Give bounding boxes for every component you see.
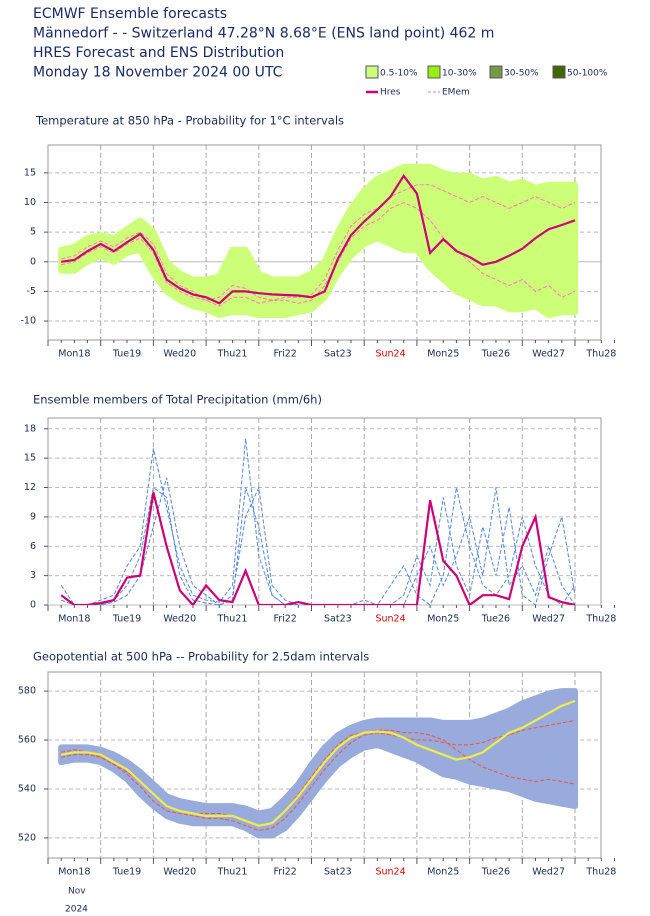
x-tick-label: Thu28 [585,614,616,625]
x-tick-label: Sat23 [324,867,352,878]
header-line: Männedorf - - Switzerland 47.28°N 8.68°E… [33,26,494,42]
legend-swatch [489,65,503,79]
hres-line [61,173,576,305]
x-tick-label: Thu21 [216,349,247,360]
x-tick-label: Tue26 [481,614,510,625]
header-line: ECMWF Ensemble forecasts [33,6,227,22]
y-tick-label: 580 [18,686,36,697]
plot-area [58,688,578,839]
date-note: Nov [68,887,86,897]
ensemble-member [61,201,576,307]
y-tick-label: 12 [24,482,36,493]
y-tick-label: 9 [30,511,36,522]
y-tick-label: -10 [20,316,36,327]
y-tick-label: 560 [18,735,36,746]
x-tick-label: Sun24 [375,867,405,878]
x-tick-label: Fri22 [273,614,296,625]
probability-band [58,163,578,319]
x-tick-label: Wed27 [532,349,565,360]
x-tick-label: Fri22 [273,867,296,878]
hres-line [60,492,576,605]
y-tick-label: -5 [27,286,36,297]
x-tick-label: Tue19 [112,867,141,878]
y-tick-label: 15 [24,167,36,178]
legend-label: 30-50% [504,69,539,79]
x-tick-label: Wed20 [163,867,196,878]
x-tick-label: Tue19 [112,614,141,625]
x-tick-label: Wed20 [163,349,196,360]
x-tick-label: Sat23 [324,349,352,360]
ensemble-member [60,486,576,605]
y-tick-label: 0 [30,600,36,611]
header-line: Monday 18 November 2024 00 UTC [33,65,283,81]
date-note: 2024 [65,905,88,915]
x-tick-label: Tue26 [481,867,510,878]
ensemble-member [61,477,576,605]
plot-area [60,438,576,605]
x-tick-label: Sat23 [324,614,352,625]
x-tick-label: Wed20 [163,614,196,625]
x-tick-label: Thu21 [216,614,247,625]
legend-swatch [427,65,441,79]
legend-label: 0.5-10% [380,69,418,79]
chart-title: Temperature at 850 hPa - Probability for… [35,114,344,128]
x-tick-label: Mon18 [58,867,90,878]
legend-label: 10-30% [442,69,477,79]
x-tick-label: Thu28 [585,349,616,360]
legend-label: 50-100% [567,69,608,79]
x-tick-label: Wed27 [532,867,565,878]
x-tick-label: Fri22 [273,349,296,360]
x-tick-label: Mon25 [427,349,459,360]
legend-swatch [365,65,379,79]
y-tick-label: 520 [18,832,36,843]
y-tick-label: 5 [30,227,36,238]
ensemble-member [61,720,576,832]
y-tick-label: 3 [30,570,36,581]
x-tick-label: Wed27 [532,614,565,625]
ensemble-member [60,438,576,605]
x-tick-label: Thu21 [216,867,247,878]
x-tick-label: Tue19 [112,349,141,360]
chart-title: Ensemble members of Total Precipitation … [33,393,322,407]
y-tick-label: 540 [18,783,36,794]
x-tick-label: Mon25 [427,614,459,625]
chart-title: Geopotential at 500 hPa -- Probability f… [33,650,369,664]
y-tick-label: 15 [24,453,36,464]
plot-area [58,163,578,319]
x-tick-label: Mon25 [427,867,459,878]
legend-swatch [552,65,566,79]
y-tick-label: 6 [30,541,36,552]
probability-band [58,688,578,839]
y-tick-label: 10 [24,197,36,208]
x-tick-label: Thu28 [585,867,616,878]
y-tick-label: 0 [30,256,36,267]
x-tick-label: Mon18 [58,349,90,360]
ensemble-member [61,184,576,301]
x-tick-label: Tue26 [481,349,510,360]
ensemble-member [61,729,576,827]
x-tick-label: Sun24 [375,349,405,360]
y-tick-label: 18 [24,423,36,434]
legend-label: Hres [380,88,401,98]
x-tick-label: Mon18 [58,614,90,625]
x-tick-label: Sun24 [375,614,405,625]
header-line: HRES Forecast and ENS Distribution [33,45,284,61]
legend-label: EMem [442,88,470,98]
hres-line [61,699,576,827]
